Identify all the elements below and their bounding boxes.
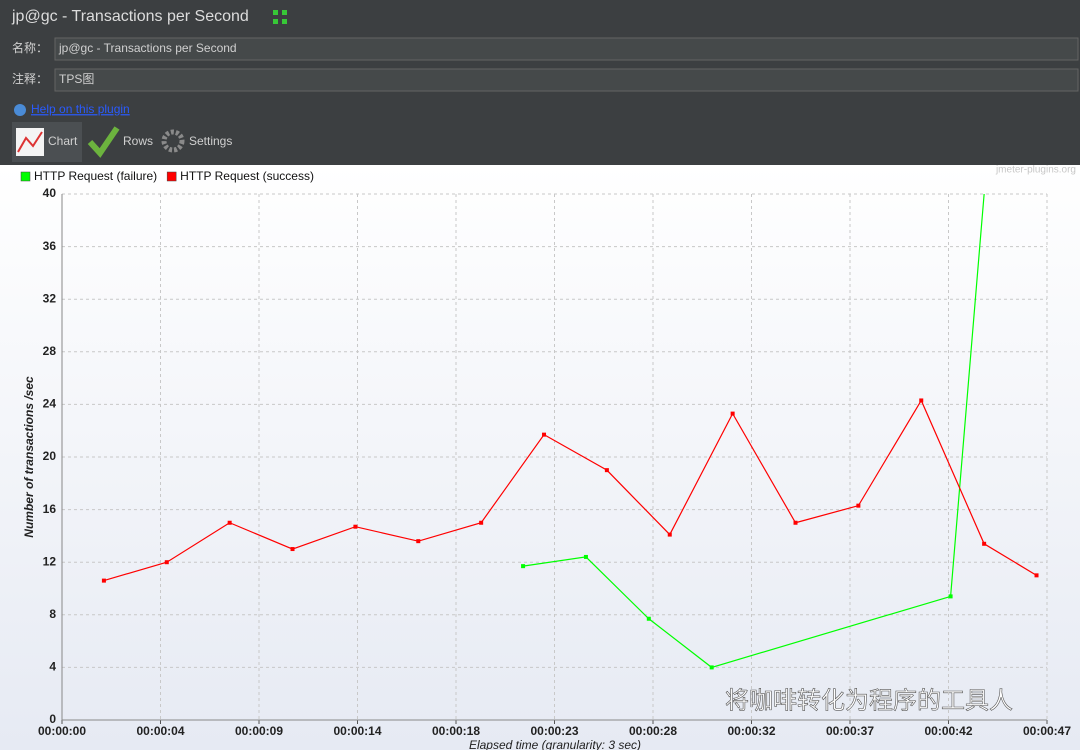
series-line xyxy=(522,193,985,669)
name-label: 名称： xyxy=(12,40,48,55)
x-axis-label: Elapsed time (granularity: 3 sec) xyxy=(469,738,641,750)
comment-label: 注释： xyxy=(12,71,48,86)
rows-tab-icon xyxy=(87,126,120,158)
data-point xyxy=(709,665,714,670)
data-point xyxy=(227,520,232,525)
data-point xyxy=(604,468,609,473)
x-tick-label: 00:00:47 xyxy=(1023,724,1071,738)
data-point xyxy=(793,520,798,525)
y-tick-label: 32 xyxy=(43,291,57,305)
y-tick-label: 4 xyxy=(49,660,56,674)
series-line xyxy=(103,399,1037,582)
y-axis-label: Number of transactions /sec xyxy=(22,376,36,538)
legend-label: HTTP Request (success) xyxy=(180,169,314,183)
y-tick-label: 36 xyxy=(43,239,57,253)
data-point xyxy=(583,554,588,559)
data-point xyxy=(353,524,358,529)
x-tick-label: 00:00:32 xyxy=(727,724,775,738)
x-tick-label: 00:00:23 xyxy=(530,724,578,738)
window-title: jp@gc - Transactions per Second xyxy=(11,8,249,25)
name-value: jp@gc - Transactions per Second xyxy=(58,41,237,55)
data-point xyxy=(521,564,526,569)
y-tick-label: 0 xyxy=(49,712,56,726)
data-point xyxy=(646,616,651,621)
legend-label: HTTP Request (failure) xyxy=(34,169,157,183)
x-tick-label: 00:00:04 xyxy=(136,724,184,738)
data-point xyxy=(982,541,987,546)
x-tick-label: 00:00:14 xyxy=(333,724,381,738)
x-tick-label: 00:00:18 xyxy=(432,724,480,738)
overlay-text: 将咖啡转化为程序的工具人 xyxy=(725,687,1013,714)
y-tick-label: 16 xyxy=(43,502,57,516)
data-point xyxy=(919,398,924,403)
data-point xyxy=(479,520,484,525)
legend-swatch xyxy=(166,171,177,182)
name-field[interactable] xyxy=(54,37,1079,61)
data-point xyxy=(730,411,735,416)
y-tick-label: 24 xyxy=(43,397,57,411)
expand-icon[interactable] xyxy=(273,10,287,24)
x-tick-label: 00:00:00 xyxy=(38,724,86,738)
settings-tab-icon xyxy=(161,129,185,153)
x-tick-label: 00:00:42 xyxy=(924,724,972,738)
data-point xyxy=(164,560,169,565)
y-tick-label: 12 xyxy=(43,554,57,568)
x-tick-label: 00:00:37 xyxy=(826,724,874,738)
y-tick-label: 20 xyxy=(43,449,57,463)
tab-chart[interactable]: Chart xyxy=(48,134,78,148)
y-tick-label: 40 xyxy=(43,186,57,200)
x-tick-label: 00:00:09 xyxy=(235,724,283,738)
data-point xyxy=(948,594,953,599)
comment-field[interactable] xyxy=(54,68,1079,92)
y-tick-label: 8 xyxy=(49,607,56,621)
data-point xyxy=(667,532,672,537)
chart-tab-icon-line xyxy=(17,131,43,153)
legend-swatch xyxy=(20,171,31,182)
watermark: jmeter-plugins.org xyxy=(995,165,1076,176)
x-tick-label: 00:00:28 xyxy=(629,724,677,738)
data-point xyxy=(290,547,295,552)
help-link[interactable]: Help on this plugin xyxy=(31,102,130,116)
data-point xyxy=(542,432,547,437)
tab-rows[interactable]: Rows xyxy=(123,134,153,148)
tab-settings[interactable]: Settings xyxy=(189,134,232,148)
data-point xyxy=(101,578,106,583)
info-icon xyxy=(14,104,26,116)
comment-value: TPS图 xyxy=(59,72,94,86)
data-point xyxy=(856,503,861,508)
data-point xyxy=(416,539,421,544)
chart-area xyxy=(0,165,1080,750)
y-tick-label: 28 xyxy=(43,344,57,358)
data-point xyxy=(1034,573,1039,578)
